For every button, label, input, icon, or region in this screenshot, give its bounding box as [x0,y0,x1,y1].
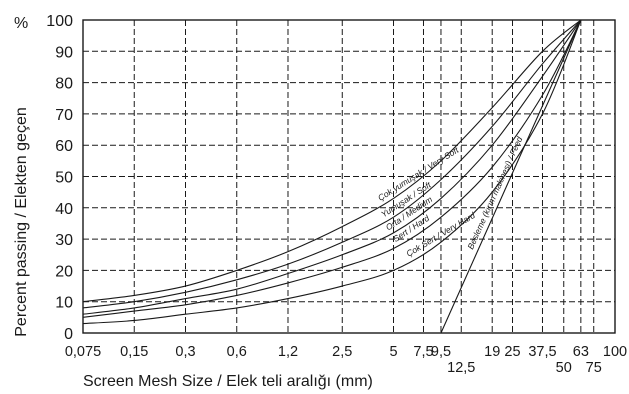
x-tick-labels: 0,075 0,15 0,3 0,6 1,2 2,5 5 7,59,512,5 19 25 37,5… [65,344,627,376]
x-tick-label: 63 [573,344,589,360]
y-tick-label: 80 [55,76,73,93]
x-tick-label: 12,5 [447,360,475,376]
y-tick-label: 50 [55,170,73,187]
x-axis-title: Screen Mesh Size / Elek teli aralığı (mm… [83,373,373,390]
y-tick-label: 60 [55,138,73,155]
series-line-3 [82,19,582,315]
x-tick-label: 75 [586,360,602,376]
x-tick-label: 1,2 [278,344,298,360]
y-tick-label: 90 [55,44,73,61]
y-tick-label: 0 [64,326,73,343]
x-tick-label: 9,5 [431,344,451,360]
y-axis-title: Percent passing / Elekten geçen [13,107,30,336]
y-unit-label: % [14,15,28,32]
y-tick-label: 10 [55,295,73,312]
y-tick-label: 30 [55,232,73,249]
x-tick-label: 37,5 [528,344,556,360]
y-tick-label: 20 [55,263,73,280]
x-tick-label: 0,6 [227,344,247,360]
x-tick-label: 7,5 [413,344,433,360]
x-tick-label: 50 [556,360,572,376]
x-tick-label: 5 [389,344,397,360]
x-tick-label: 25 [504,344,520,360]
y-tick-label: 40 [55,201,73,218]
x-tick-label: 0,15 [120,344,148,360]
curves [82,19,582,334]
y-tick-label: 100 [46,13,73,30]
x-tick-label: 0,075 [65,344,101,360]
y-tick-label: 70 [55,107,73,124]
x-tick-label: 100 [603,344,627,360]
plot-frame [82,19,616,334]
series-line-4 [82,19,582,318]
series-line-6 [440,19,582,334]
series-line-2 [82,19,582,309]
x-tick-label: 19 [484,344,500,360]
y-tick-labels: 0 10 20 30 40 50 60 70 80 90 100 [46,13,73,343]
x-tick-label: 0,3 [175,344,195,360]
series-line-1 [82,19,582,303]
x-tick-label: 2,5 [332,344,352,360]
